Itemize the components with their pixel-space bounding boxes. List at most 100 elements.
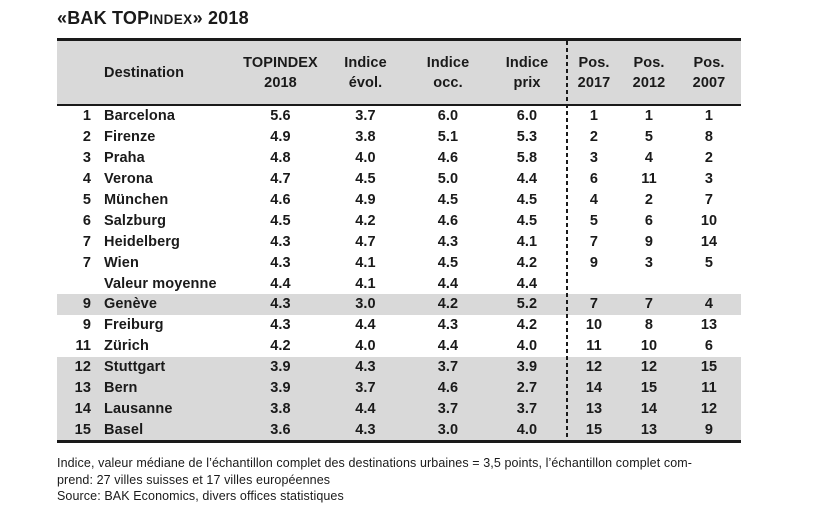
cell-topindex: 4.3 — [270, 233, 291, 250]
cell-pos-2017: 9 — [589, 254, 599, 271]
table-row: 9 Genève 4.3 3.0 4.2 5.2 7 7 4 — [57, 294, 741, 315]
cell-topindex: 3.6 — [270, 421, 291, 438]
cell-indice-evol: 4.4 — [355, 400, 376, 417]
cell-destination: Stuttgart — [104, 359, 166, 376]
cell-indice-prix: 4.1 — [516, 233, 538, 250]
cell-indice-occ: 6.0 — [437, 108, 459, 125]
cell-destination: München — [104, 192, 169, 208]
cell-rank: 2 — [82, 129, 91, 146]
cell-topindex: 4.2 — [270, 338, 291, 355]
cell-indice-prix: 4.0 — [516, 421, 538, 438]
cell-rank: 7 — [82, 233, 91, 250]
cell-pos-2017: 2 — [589, 129, 599, 146]
cell-pos-2017: 1 — [589, 108, 599, 125]
cell-topindex: 4.3 — [270, 254, 291, 271]
cell-pos-2017: 15 — [585, 421, 603, 438]
cell-indice-evol: 4.1 — [355, 275, 376, 292]
cell-pos-2012: 14 — [640, 400, 658, 417]
cell-topindex: 4.3 — [270, 296, 291, 313]
cell-indice-evol: 4.3 — [355, 421, 376, 438]
header-pos2012-line1: Pos. — [633, 54, 665, 71]
cell-pos-2017: 7 — [589, 296, 599, 313]
table-row: 11 Zürich 4.2 4.0 4.4 4.0 11 10 6 — [57, 336, 741, 357]
cell-indice-prix: 4.2 — [516, 254, 538, 271]
cell-topindex: 3.9 — [270, 359, 291, 376]
cell-destination: Zürich — [104, 338, 149, 355]
cell-pos-2012: 7 — [644, 296, 654, 313]
cell-indice-evol: 3.8 — [355, 129, 376, 146]
cell-indice-evol: 4.4 — [355, 317, 376, 334]
cell-pos-2007: 3 — [704, 171, 714, 188]
header-cell-pos-2012: Pos. 2012 — [621, 53, 677, 93]
cell-indice-evol: 4.5 — [355, 171, 376, 188]
cell-indice-prix: 4.0 — [516, 338, 538, 355]
cell-pos-2007: 12 — [700, 400, 718, 417]
cell-pos-2012: 6 — [644, 212, 654, 229]
source-line: Source: BAK Economics, divers offices st… — [57, 489, 344, 504]
cell-destination: Genève — [104, 296, 157, 313]
cell-rank: 9 — [82, 317, 91, 334]
cell-destination: Barcelona — [104, 108, 176, 125]
cell-pos-2007: 1 — [704, 108, 714, 125]
table-row: 1 Barcelona 5.6 3.7 6.0 6.0 1 1 1 — [57, 106, 741, 127]
cell-rank: 9 — [82, 296, 91, 313]
cell-pos-2017: 14 — [585, 380, 603, 397]
cell-pos-2007: 2 — [704, 150, 714, 167]
header-evol-line2: évol. — [348, 74, 383, 91]
cell-indice-occ: 4.2 — [437, 296, 459, 313]
header-evol-line1: Indice — [344, 54, 387, 71]
cell-indice-occ: 4.3 — [437, 233, 459, 250]
table-row: 4 Verona 4.7 4.5 5.0 4.4 6 11 3 — [57, 169, 741, 190]
cell-indice-evol: 3.7 — [355, 380, 376, 397]
cell-rank: 5 — [82, 192, 91, 208]
table-row: 3 Praha 4.8 4.0 4.6 5.8 3 4 2 — [57, 148, 741, 169]
cell-pos-2012: 4 — [644, 150, 654, 167]
cell-pos-2012: 13 — [640, 421, 658, 438]
cell-indice-occ: 5.0 — [437, 171, 459, 188]
cell-indice-evol: 4.7 — [355, 233, 376, 250]
cell-pos-2012: 8 — [644, 317, 654, 334]
cell-destination: Verona — [104, 171, 153, 188]
table-row: 6 Salzburg 4.5 4.2 4.6 4.5 5 6 10 — [57, 210, 741, 231]
cell-pos-2007: 9 — [704, 421, 714, 438]
cell-pos-2007: 5 — [704, 254, 714, 271]
table-header-row: Destination TOPINDEX 2018 Indice évol. I… — [57, 41, 741, 106]
header-cell-pos-2007: Pos. 2007 — [677, 53, 741, 93]
footnote-line-1: Indice, valeur médiane de l’échantillon … — [57, 456, 693, 471]
footnote-line-2: prend: 27 villes suisses et 17 villes eu… — [57, 472, 331, 487]
cell-rank: 14 — [74, 400, 91, 417]
header-cell-topindex: TOPINDEX 2018 — [239, 53, 322, 93]
cell-indice-prix: 6.0 — [516, 108, 538, 125]
cell-pos-2007: 10 — [700, 212, 718, 229]
header-pos2007-line1: Pos. — [693, 54, 725, 71]
title-prefix: «BAK TOP — [57, 8, 150, 28]
cell-pos-2012: 10 — [640, 338, 658, 355]
cell-topindex: 4.3 — [270, 317, 291, 334]
cell-indice-occ: 4.5 — [437, 192, 459, 208]
table-row: 9 Freiburg 4.3 4.4 4.3 4.2 10 8 13 — [57, 315, 741, 336]
cell-rank: 13 — [74, 380, 91, 397]
cell-destination: Freiburg — [104, 317, 164, 334]
cell-indice-evol: 4.3 — [355, 359, 376, 376]
table-body: 1 Barcelona 5.6 3.7 6.0 6.0 1 1 1 2 Fire… — [57, 106, 741, 441]
cell-pos-2017: 7 — [589, 233, 599, 250]
cell-indice-prix: 4.5 — [516, 192, 538, 208]
cell-indice-prix: 4.4 — [516, 275, 538, 292]
header-topindex-line2: 2018 — [264, 74, 297, 91]
cell-pos-2017: 10 — [585, 317, 603, 334]
table-row: 2 Firenze 4.9 3.8 5.1 5.3 2 5 8 — [57, 127, 741, 148]
cell-pos-2017: 6 — [589, 171, 599, 188]
cell-pos-2012: 15 — [640, 380, 658, 397]
header-cell-indice-prix: Indice prix — [487, 53, 567, 93]
cell-indice-occ: 5.1 — [437, 129, 459, 146]
cell-topindex: 4.8 — [270, 150, 291, 167]
cell-indice-prix: 5.3 — [516, 129, 538, 146]
cell-rank: 3 — [82, 150, 91, 167]
table-row: 7 Heidelberg 4.3 4.7 4.3 4.1 7 9 14 — [57, 231, 741, 252]
header-topindex-line1: TOPINDEX — [243, 54, 318, 71]
header-cell-indice-occ: Indice occ. — [409, 53, 487, 93]
header-pos2007-line2: 2007 — [692, 74, 726, 91]
cell-rank: 7 — [82, 254, 91, 271]
header-prix-line2: prix — [513, 74, 541, 91]
cell-indice-prix: 4.2 — [516, 317, 538, 334]
